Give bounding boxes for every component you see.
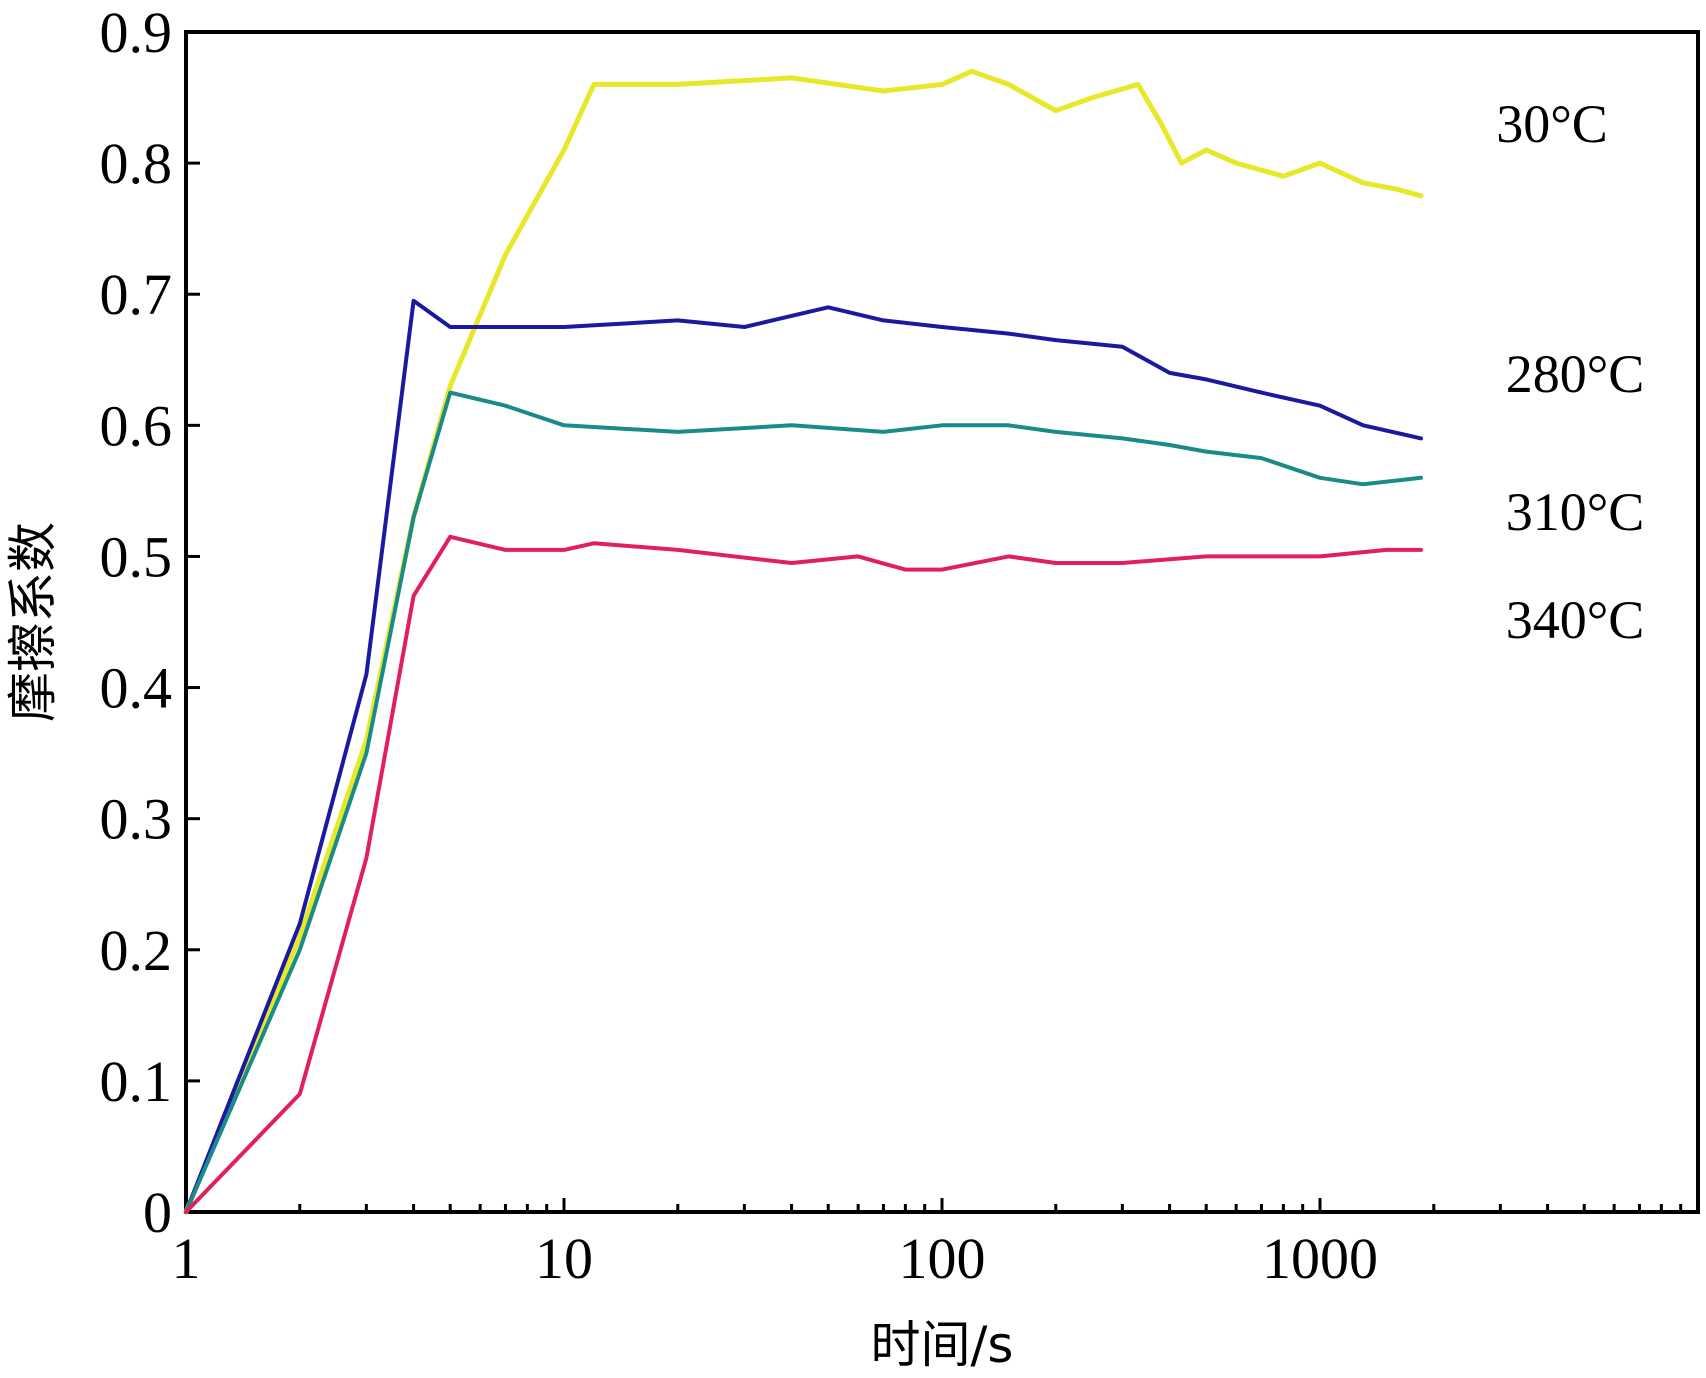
x-axis: 1 10 100 1000	[172, 1198, 1683, 1291]
y-tick-label: 0	[143, 1180, 172, 1245]
series-labels: 30°C 280°C 310°C 340°C	[1496, 94, 1644, 650]
series-label: 30°C	[1496, 94, 1608, 154]
y-tick-label: 0.7	[100, 262, 173, 327]
x-tick-label: 1	[172, 1226, 201, 1291]
y-tick-label: 0.6	[100, 393, 173, 458]
x-axis-title: 时间/s	[871, 1316, 1014, 1374]
y-axis: 0 0.1 0.2 0.3 0.4 0.5 0.6 0.7 0.8 0.9	[100, 0, 200, 1245]
x-tick-label: 10	[535, 1226, 593, 1291]
y-tick-label: 0.8	[100, 131, 173, 196]
y-tick-label: 0.5	[100, 524, 173, 589]
y-tick-label: 0.9	[100, 0, 173, 65]
series-line	[184, 390, 1423, 1214]
y-tick-label: 0.3	[100, 787, 173, 852]
plot-frame	[184, 30, 1700, 1214]
series-label: 310°C	[1506, 482, 1645, 542]
series-line	[184, 298, 1423, 1214]
x-tick-label: 1000	[1262, 1226, 1378, 1291]
x-tick-label: 100	[899, 1226, 986, 1291]
series-label: 340°C	[1506, 590, 1645, 650]
series-line	[184, 534, 1423, 1214]
y-tick-label: 0.2	[100, 918, 173, 983]
series-label: 280°C	[1506, 344, 1645, 404]
y-axis-title: 摩擦系数	[4, 522, 62, 722]
y-tick-label: 0.1	[100, 1049, 173, 1114]
series-line	[183, 68, 1424, 1215]
series-lines	[183, 68, 1424, 1215]
y-tick-label: 0.4	[100, 656, 173, 721]
